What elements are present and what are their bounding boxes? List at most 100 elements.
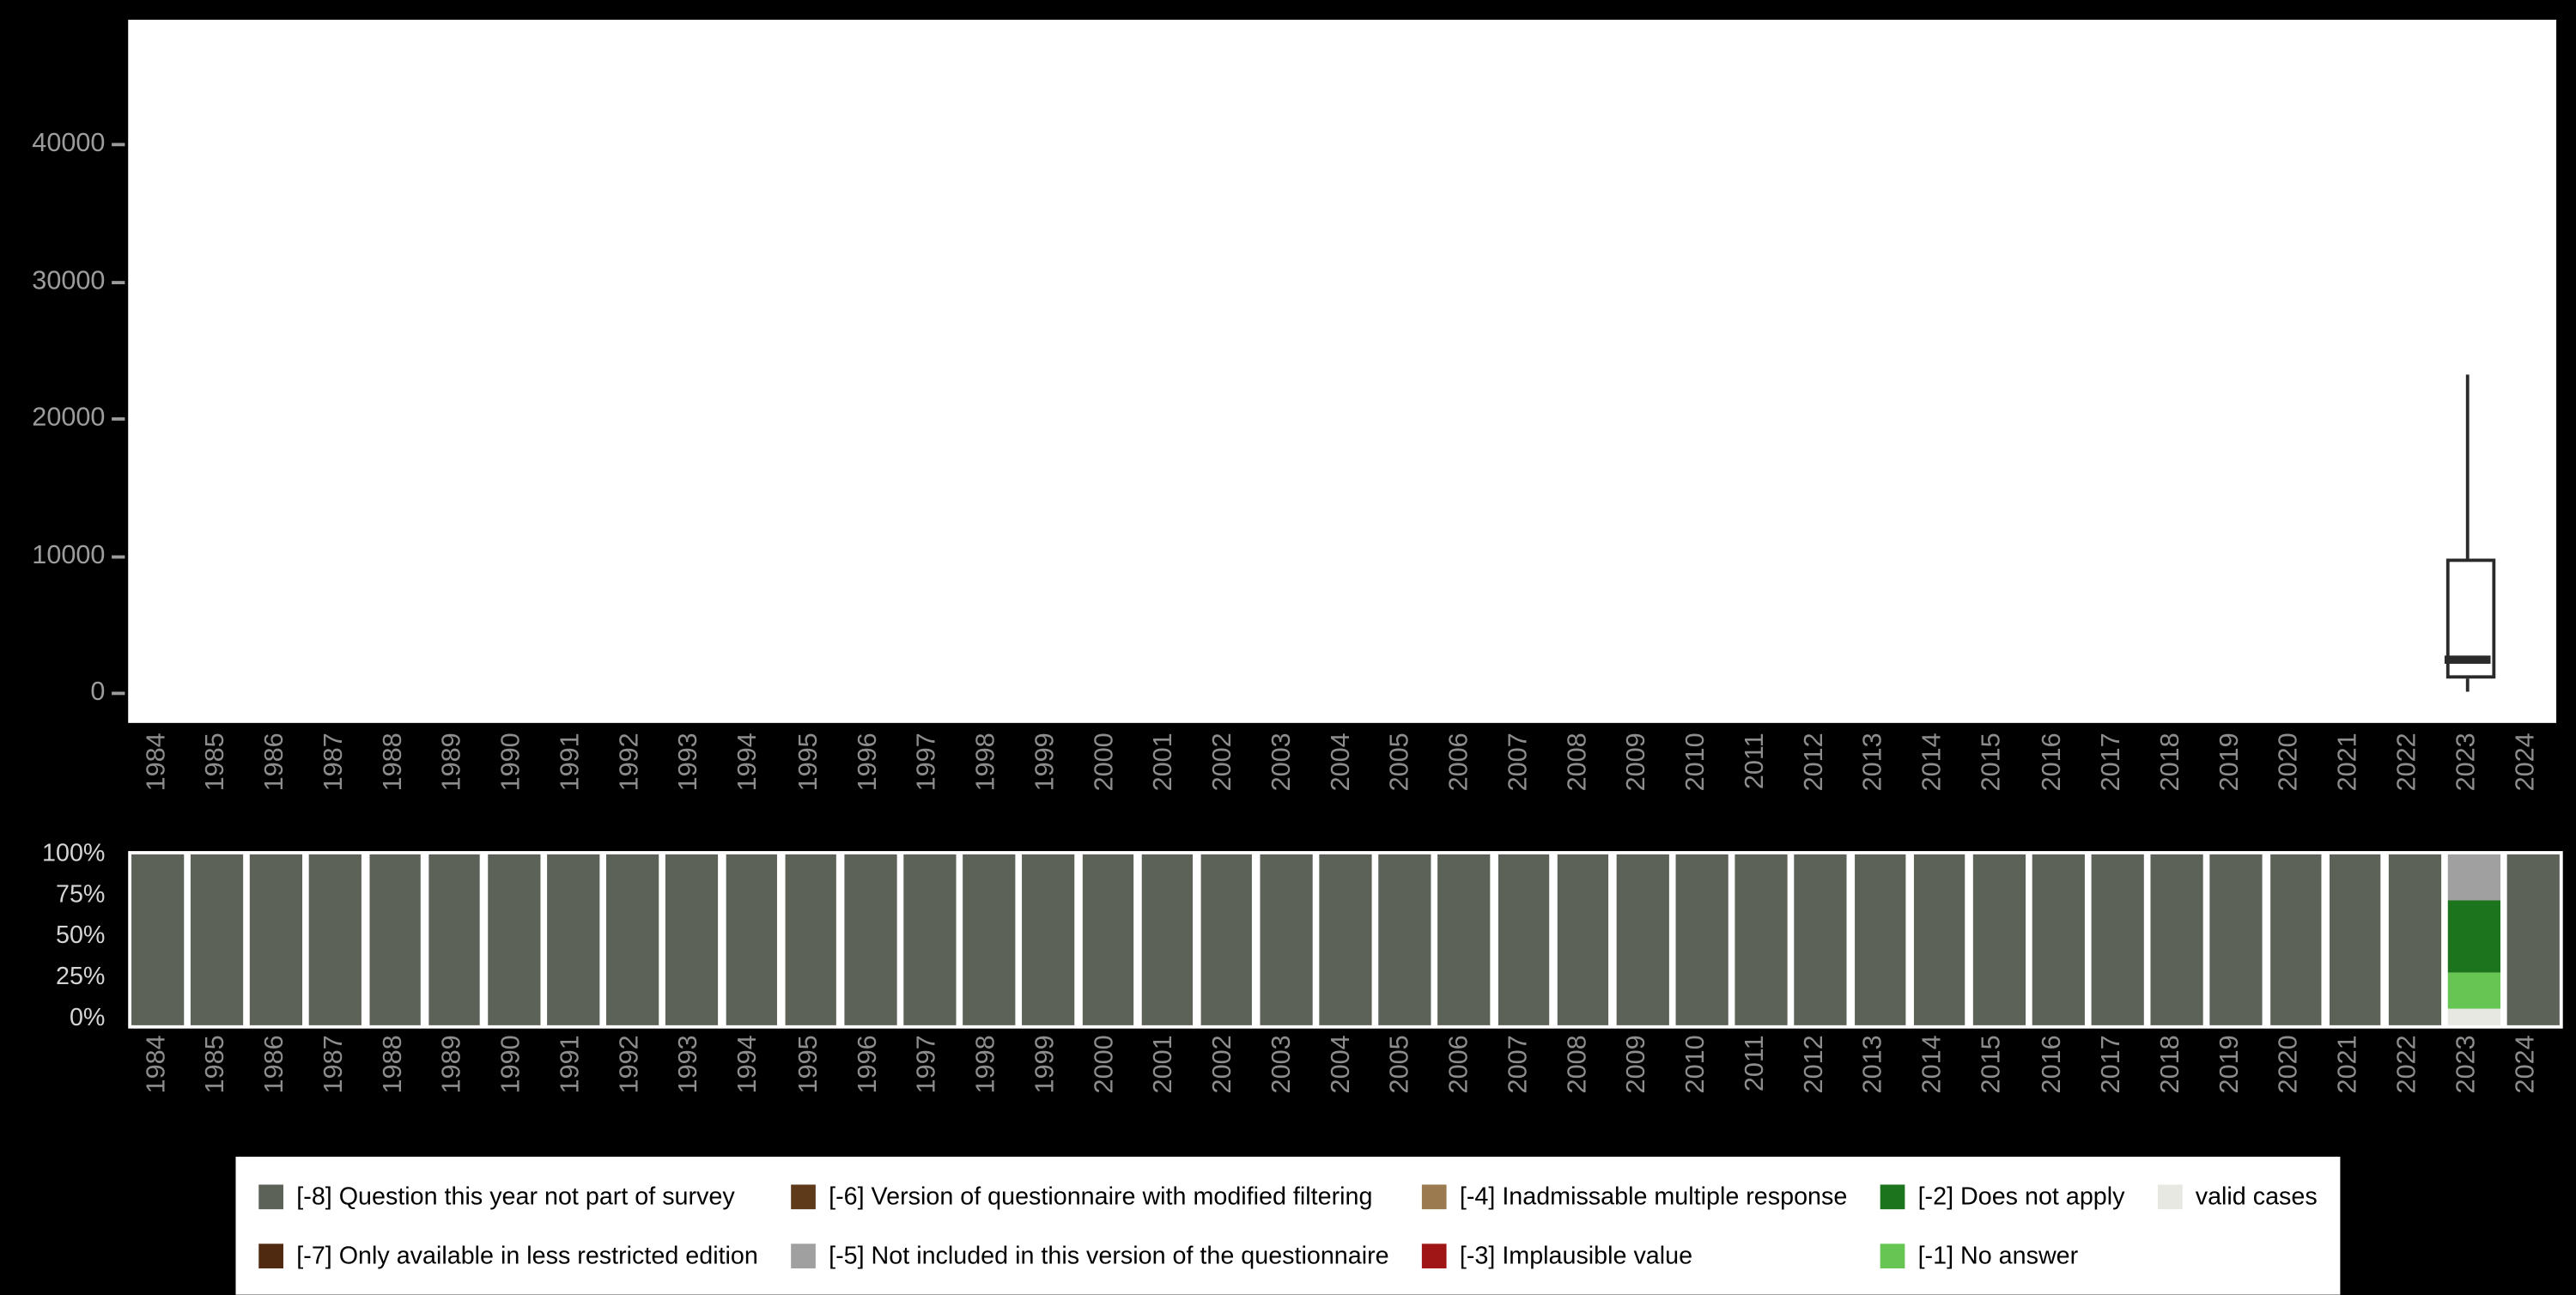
year-label: 2017 [2097, 733, 2125, 792]
year-slot: 2014 [1905, 1035, 1964, 1137]
bar-segment [2032, 854, 2085, 1025]
bar-segment [1735, 854, 1788, 1025]
bar-segment [131, 854, 184, 1025]
year-label: 2006 [1445, 1035, 1474, 1094]
legend-label-m4: [-4] Inadmissable multiple response [1459, 1182, 1848, 1211]
stacked-bar-2016 [2032, 854, 2085, 1025]
year-label: 2002 [1208, 733, 1237, 792]
boxplot-lower-whisker [2465, 672, 2470, 692]
year-label: 2013 [1860, 1035, 1889, 1094]
year-slot: 2009 [1608, 733, 1668, 835]
year-label: 1984 [143, 1035, 172, 1094]
stacked-bar-2009 [1616, 854, 1669, 1025]
bar-segment [547, 854, 599, 1025]
year-slot: 1989 [424, 733, 483, 835]
bar-segment [250, 854, 302, 1025]
stacked-bar-1988 [368, 854, 422, 1025]
year-slot: 2000 [1076, 1035, 1135, 1137]
year-label: 1991 [557, 1035, 586, 1094]
stacked-bar-2019 [2210, 854, 2263, 1025]
stacked-bar-2010 [1675, 854, 1728, 1025]
year-label: 1989 [439, 1035, 467, 1094]
legend-item-m8: [-8] Question this year not part of surv… [258, 1183, 758, 1210]
bar-segment [963, 854, 1016, 1025]
year-label: 2012 [1801, 733, 1830, 792]
stacked-bar-2002 [1200, 854, 1253, 1025]
stacked-bar-2022 [2388, 854, 2441, 1025]
year-label: 2022 [2393, 733, 2421, 792]
stacked-bar-2015 [1972, 854, 2026, 1025]
year-slot: 1997 [898, 1035, 957, 1137]
year-slot: 1986 [246, 733, 306, 835]
bar-segment [2329, 854, 2382, 1025]
stacked-bar-2024 [2507, 854, 2560, 1025]
bar-segment [2447, 972, 2500, 1008]
stacked-bar-1989 [428, 854, 481, 1025]
year-label: 2005 [1386, 1035, 1415, 1094]
year-slot: 2024 [2497, 733, 2556, 835]
stacked-bar-1991 [547, 854, 599, 1025]
stacked-bar-1995 [785, 854, 837, 1025]
stacked-bar-1992 [606, 854, 659, 1025]
bar-segment [844, 854, 896, 1025]
legend-label-m5: [-5] Not included in this version of the… [829, 1241, 1389, 1269]
stacked-bar-2000 [1081, 854, 1134, 1025]
year-slot: 1992 [602, 1035, 661, 1137]
year-label: 2000 [1090, 1035, 1119, 1094]
year-label: 1996 [854, 733, 882, 792]
bar-segment [1022, 854, 1075, 1025]
bar-segment [1141, 854, 1194, 1025]
percent-axis-label: 75% [55, 880, 106, 909]
legend-label-m6: [-6] Version of questionnaire with modif… [829, 1182, 1373, 1211]
bar-segment [1498, 854, 1550, 1025]
year-label: 1991 [557, 733, 586, 792]
percent-axis-label: 0% [69, 1004, 106, 1032]
year-label: 2022 [2393, 1035, 2421, 1094]
legend: [-8] Question this year not part of surv… [235, 1156, 2341, 1295]
year-slot: 1997 [898, 733, 957, 835]
year-slot: 2001 [1135, 733, 1194, 835]
year-label: 2010 [1682, 733, 1711, 792]
year-slot: 1987 [306, 733, 365, 835]
year-slot: 2002 [1194, 733, 1254, 835]
y-axis-tick-label: 20000 [32, 404, 106, 433]
year-slot: 1994 [720, 1035, 780, 1137]
bar-segment [309, 854, 362, 1025]
legend-swatch-m5 [791, 1243, 816, 1268]
stacked-bar-1998 [963, 854, 1016, 1025]
year-slot: 2013 [1845, 1035, 1905, 1137]
year-label: 2008 [1564, 733, 1593, 792]
stacked-bar-2008 [1557, 854, 1609, 1025]
year-label: 1988 [380, 733, 408, 792]
year-label: 2019 [2215, 733, 2244, 792]
year-slot: 1991 [543, 1035, 602, 1137]
stacked-bar-2018 [2151, 854, 2203, 1025]
year-label: 1996 [854, 1035, 882, 1094]
year-slot: 2012 [1786, 1035, 1845, 1137]
year-label: 1993 [676, 1035, 704, 1094]
year-label: 1990 [498, 733, 526, 792]
year-slot: 2003 [1254, 1035, 1313, 1137]
y-axis-tick-label: 0 [90, 678, 106, 707]
year-slot: 2020 [2260, 1035, 2319, 1137]
legend-swatch-m6 [791, 1183, 816, 1209]
year-slot: 2004 [1313, 733, 1372, 835]
year-slot: 2011 [1727, 1035, 1786, 1137]
year-slot: 1995 [780, 733, 839, 835]
year-label: 2009 [1623, 1035, 1652, 1094]
stacked-bar-2021 [2329, 854, 2382, 1025]
bar-segment [2269, 854, 2322, 1025]
stacked-bar-2017 [2091, 854, 2144, 1025]
year-label: 1992 [617, 733, 645, 792]
stacked-bar-1999 [1022, 854, 1075, 1025]
stacked-bar-1985 [191, 854, 243, 1025]
year-slot: 1991 [543, 733, 602, 835]
year-slot: 2008 [1549, 1035, 1608, 1137]
stacked-bar-2003 [1260, 854, 1312, 1025]
stacked-bar-2011 [1735, 854, 1788, 1025]
stacked-bar-1994 [725, 854, 778, 1025]
year-label: 2021 [2334, 733, 2362, 792]
year-slot: 1998 [957, 1035, 1017, 1137]
stacked-bar-2014 [1913, 854, 1965, 1025]
